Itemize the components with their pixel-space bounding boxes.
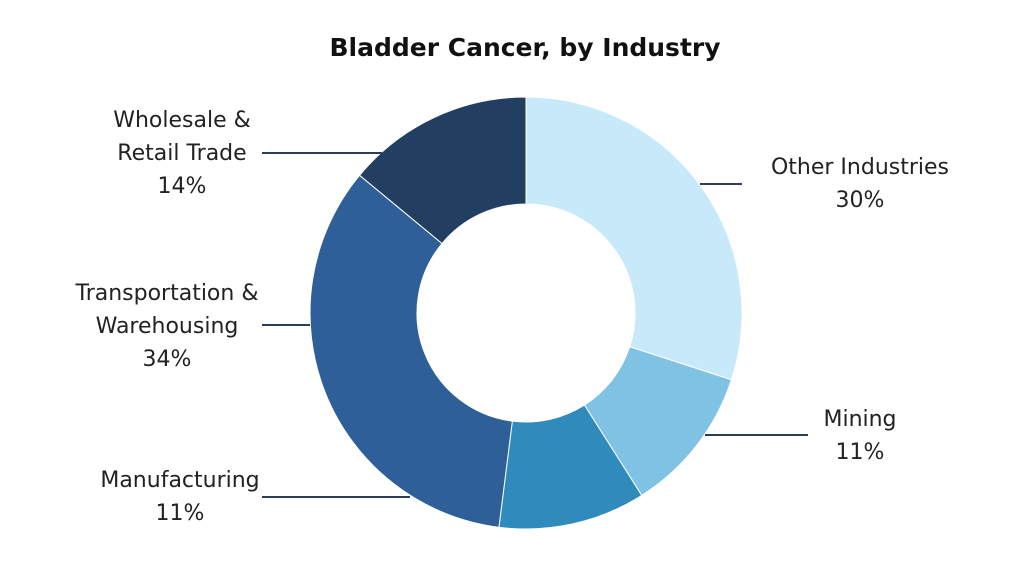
chart-title: Bladder Cancer, by Industry [329,33,721,62]
slice-label-2: Mining 11% [800,403,920,469]
donut-slice-transportation-warehousing [309,174,513,528]
donut-slice-wholesale-retail-trade [358,96,527,245]
donut-slice-other-industries [525,96,743,381]
slice-label-3: Manufacturing 11% [60,464,300,530]
slice-label-name: Warehousing [95,314,239,339]
slice-label-name: Manufacturing [100,468,260,493]
slice-label-value: 11% [835,440,885,465]
slice-label-value: 30% [835,188,885,213]
slice-label-value: 34% [142,347,192,372]
slice-label-4: Transportation & Warehousing 34% [42,277,292,376]
slice-label-1: Other Industries 30% [740,151,980,217]
slice-label-name: Other Industries [770,155,950,180]
slice-label-5: Wholesale & Retail Trade 14% [57,104,307,203]
slice-label-value: 11% [155,501,205,526]
slice-label-name: Wholesale & [113,108,251,133]
slice-label-name: Retail Trade [117,141,247,166]
slice-label-name: Transportation & [75,281,259,306]
slice-label-name: Mining [823,407,897,432]
slice-label-value: 14% [157,174,207,199]
